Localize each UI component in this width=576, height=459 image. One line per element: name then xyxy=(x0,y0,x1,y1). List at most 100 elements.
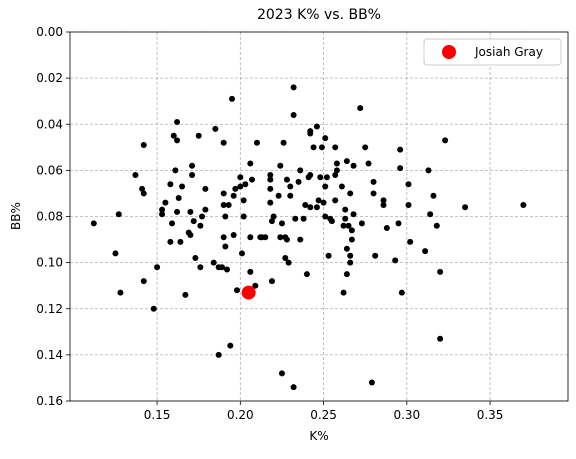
point xyxy=(174,208,181,215)
point xyxy=(392,257,399,264)
point xyxy=(357,105,364,112)
point xyxy=(167,238,174,245)
point xyxy=(290,112,297,119)
point xyxy=(199,213,206,220)
point xyxy=(90,220,97,227)
point xyxy=(182,291,189,298)
point xyxy=(267,176,274,183)
point xyxy=(407,238,414,245)
y-tick-label: 0.14 xyxy=(36,348,63,362)
point xyxy=(247,160,254,167)
point xyxy=(350,211,357,218)
point xyxy=(380,197,387,204)
plot-frame xyxy=(69,31,569,402)
point xyxy=(425,167,432,174)
point xyxy=(179,183,186,190)
point xyxy=(343,245,350,252)
point xyxy=(139,185,146,192)
point xyxy=(262,234,269,241)
x-tick-label: 0.20 xyxy=(227,408,254,422)
x-tick-label: 0.25 xyxy=(310,408,337,422)
point xyxy=(405,181,412,188)
point xyxy=(368,379,375,386)
point xyxy=(365,160,372,167)
point xyxy=(280,139,287,146)
point xyxy=(220,139,227,146)
point xyxy=(323,174,330,181)
x-tick-label: 0.30 xyxy=(393,408,420,422)
legend-marker xyxy=(442,45,456,59)
point xyxy=(159,211,166,218)
point xyxy=(395,220,402,227)
point xyxy=(220,234,227,241)
point xyxy=(290,84,297,91)
point xyxy=(430,192,437,199)
x-tick-label: 0.15 xyxy=(144,408,171,422)
point xyxy=(332,144,339,151)
chart-title: 2023 K% vs. BB% xyxy=(257,7,381,23)
point xyxy=(347,252,354,259)
point xyxy=(322,183,329,190)
point xyxy=(342,206,349,213)
point xyxy=(140,190,147,197)
point xyxy=(277,234,284,241)
point xyxy=(270,213,277,220)
point xyxy=(348,227,355,234)
point xyxy=(422,248,429,255)
point xyxy=(222,243,229,250)
point xyxy=(240,197,247,204)
point xyxy=(332,197,339,204)
point xyxy=(174,137,181,144)
point xyxy=(169,220,176,227)
y-tick-label: 0.06 xyxy=(36,163,63,177)
point xyxy=(333,167,340,174)
point xyxy=(287,192,294,199)
point xyxy=(174,118,181,125)
point xyxy=(267,185,274,192)
point xyxy=(287,183,294,190)
point xyxy=(224,266,231,273)
point xyxy=(297,236,304,243)
point xyxy=(170,132,177,139)
point xyxy=(442,137,449,144)
point xyxy=(215,351,222,358)
point xyxy=(347,259,354,266)
y-axis-label: BB% xyxy=(9,202,23,230)
point xyxy=(322,213,329,220)
point xyxy=(230,192,237,199)
point xyxy=(325,252,332,259)
point xyxy=(397,165,404,172)
point xyxy=(240,213,247,220)
point xyxy=(362,144,369,151)
point xyxy=(190,218,197,225)
point xyxy=(302,201,309,208)
point xyxy=(242,181,249,188)
point xyxy=(112,250,119,257)
point xyxy=(195,132,202,139)
point xyxy=(252,282,259,289)
point xyxy=(247,234,254,241)
point xyxy=(189,171,196,178)
point xyxy=(253,139,260,146)
point xyxy=(115,211,122,218)
point xyxy=(398,289,405,296)
point xyxy=(278,370,285,377)
point xyxy=(210,259,217,266)
point xyxy=(197,222,204,229)
point xyxy=(350,162,357,169)
point xyxy=(292,215,299,222)
x-axis-label: K% xyxy=(309,429,328,443)
point xyxy=(342,215,349,222)
point xyxy=(227,342,234,349)
legend-label: Josiah Gray xyxy=(474,45,543,59)
point xyxy=(140,278,147,285)
point xyxy=(315,197,322,204)
point xyxy=(192,255,199,262)
point xyxy=(332,171,339,178)
point xyxy=(313,204,320,211)
point xyxy=(154,264,161,271)
point xyxy=(230,231,237,238)
point xyxy=(248,176,255,183)
point xyxy=(300,215,307,222)
point xyxy=(187,208,194,215)
